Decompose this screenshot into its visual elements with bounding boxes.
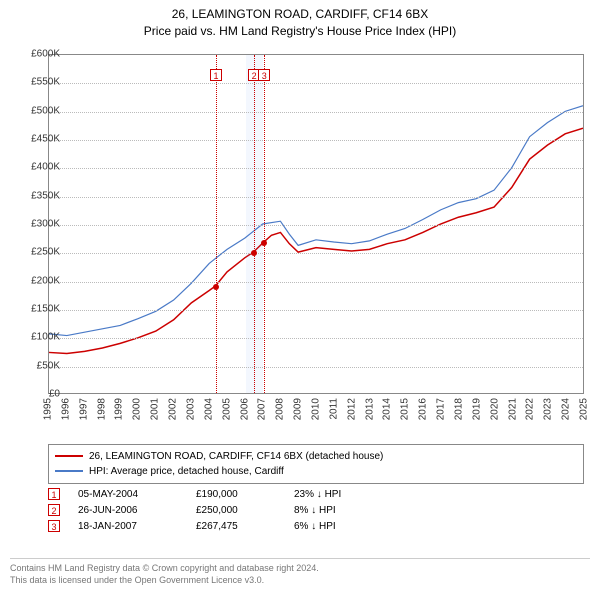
x-axis-label: 2009 — [293, 398, 304, 420]
x-axis-label: 2001 — [150, 398, 161, 420]
event-pct: 8% ↓ HPI — [294, 505, 414, 516]
plot-area: 123 — [48, 54, 584, 394]
footer-attribution: Contains HM Land Registry data © Crown c… — [10, 558, 590, 586]
footer-line1: Contains HM Land Registry data © Crown c… — [10, 563, 319, 573]
y-axis-label: £350K — [16, 190, 60, 201]
title-line2: Price paid vs. HM Land Registry's House … — [144, 24, 456, 38]
event-date: 18-JAN-2007 — [78, 521, 178, 532]
y-axis-label: £50K — [16, 360, 60, 371]
x-axis-label: 2023 — [543, 398, 554, 420]
y-axis-label: £200K — [16, 275, 60, 286]
event-line — [216, 55, 217, 393]
x-axis-label: 2013 — [364, 398, 375, 420]
event-marker: 3 — [258, 69, 270, 81]
event-marker: 1 — [210, 69, 222, 81]
gridline — [49, 253, 583, 254]
x-axis-label: 2002 — [168, 398, 179, 420]
x-axis-label: 2025 — [579, 398, 590, 420]
y-axis-label: £150K — [16, 304, 60, 315]
gridline — [49, 112, 583, 113]
x-axis-label: 2022 — [525, 398, 536, 420]
x-axis-label: 2015 — [400, 398, 411, 420]
gridline — [49, 282, 583, 283]
event-row-marker: 3 — [48, 520, 60, 532]
x-axis-label: 2017 — [436, 398, 447, 420]
gridline — [49, 225, 583, 226]
gridline — [49, 338, 583, 339]
x-axis-label: 2012 — [346, 398, 357, 420]
y-axis-label: £300K — [16, 219, 60, 230]
event-date: 05-MAY-2004 — [78, 489, 178, 500]
legend-label: 26, LEAMINGTON ROAD, CARDIFF, CF14 6BX (… — [89, 451, 383, 462]
legend-item: HPI: Average price, detached house, Card… — [55, 464, 577, 479]
x-axis-label: 2014 — [382, 398, 393, 420]
legend: 26, LEAMINGTON ROAD, CARDIFF, CF14 6BX (… — [48, 444, 584, 484]
x-axis-label: 2004 — [203, 398, 214, 420]
event-row-marker: 2 — [48, 504, 60, 516]
x-axis-label: 1999 — [114, 398, 125, 420]
event-row: 3 18-JAN-2007 £267,475 6% ↓ HPI — [48, 518, 584, 534]
x-axis-label: 1996 — [60, 398, 71, 420]
gridline — [49, 197, 583, 198]
x-axis-label: 2019 — [471, 398, 482, 420]
series-marker — [261, 240, 267, 246]
event-row: 2 26-JUN-2006 £250,000 8% ↓ HPI — [48, 502, 584, 518]
x-axis-label: 2006 — [239, 398, 250, 420]
y-axis-label: £600K — [16, 49, 60, 60]
event-price: £190,000 — [196, 489, 276, 500]
x-axis-label: 2016 — [418, 398, 429, 420]
legend-item: 26, LEAMINGTON ROAD, CARDIFF, CF14 6BX (… — [55, 449, 577, 464]
event-line — [264, 55, 265, 393]
series-marker — [251, 250, 257, 256]
x-axis-label: 2000 — [132, 398, 143, 420]
y-axis-label: £400K — [16, 162, 60, 173]
footer-line2: This data is licensed under the Open Gov… — [10, 575, 264, 585]
x-axis-label: 2021 — [507, 398, 518, 420]
title-line1: 26, LEAMINGTON ROAD, CARDIFF, CF14 6BX — [172, 7, 429, 21]
legend-swatch — [55, 470, 83, 472]
chart-svg — [49, 55, 583, 393]
y-axis-label: £250K — [16, 247, 60, 258]
chart-title: 26, LEAMINGTON ROAD, CARDIFF, CF14 6BX P… — [0, 6, 600, 40]
chart-container: 26, LEAMINGTON ROAD, CARDIFF, CF14 6BX P… — [0, 6, 600, 596]
event-price: £267,475 — [196, 521, 276, 532]
x-axis-label: 2024 — [561, 398, 572, 420]
series-marker — [213, 284, 219, 290]
x-axis-label: 2007 — [257, 398, 268, 420]
event-line — [254, 55, 255, 393]
event-pct: 23% ↓ HPI — [294, 489, 414, 500]
event-pct: 6% ↓ HPI — [294, 521, 414, 532]
gridline — [49, 367, 583, 368]
y-axis-label: £450K — [16, 134, 60, 145]
gridline — [49, 168, 583, 169]
x-axis-label: 1997 — [78, 398, 89, 420]
x-axis-label: 2011 — [328, 398, 339, 420]
x-axis-label: 2010 — [311, 398, 322, 420]
x-axis-label: 2008 — [275, 398, 286, 420]
x-axis-label: 2018 — [453, 398, 464, 420]
gridline — [49, 140, 583, 141]
y-axis-label: £550K — [16, 77, 60, 88]
event-table: 1 05-MAY-2004 £190,000 23% ↓ HPI 2 26-JUN-200… — [48, 486, 584, 534]
series-line-price_paid — [49, 128, 583, 353]
gridline — [49, 83, 583, 84]
x-axis-label: 1998 — [96, 398, 107, 420]
event-date: 26-JUN-2006 — [78, 505, 178, 516]
x-axis-label: 2003 — [185, 398, 196, 420]
legend-swatch — [55, 455, 83, 457]
gridline — [49, 310, 583, 311]
y-axis-label: £500K — [16, 105, 60, 116]
event-row-marker: 1 — [48, 488, 60, 500]
x-axis-label: 1995 — [43, 398, 54, 420]
legend-label: HPI: Average price, detached house, Card… — [89, 466, 284, 477]
event-price: £250,000 — [196, 505, 276, 516]
x-axis-label: 2005 — [221, 398, 232, 420]
y-axis-label: £100K — [16, 332, 60, 343]
event-row: 1 05-MAY-2004 £190,000 23% ↓ HPI — [48, 486, 584, 502]
x-axis-label: 2020 — [489, 398, 500, 420]
